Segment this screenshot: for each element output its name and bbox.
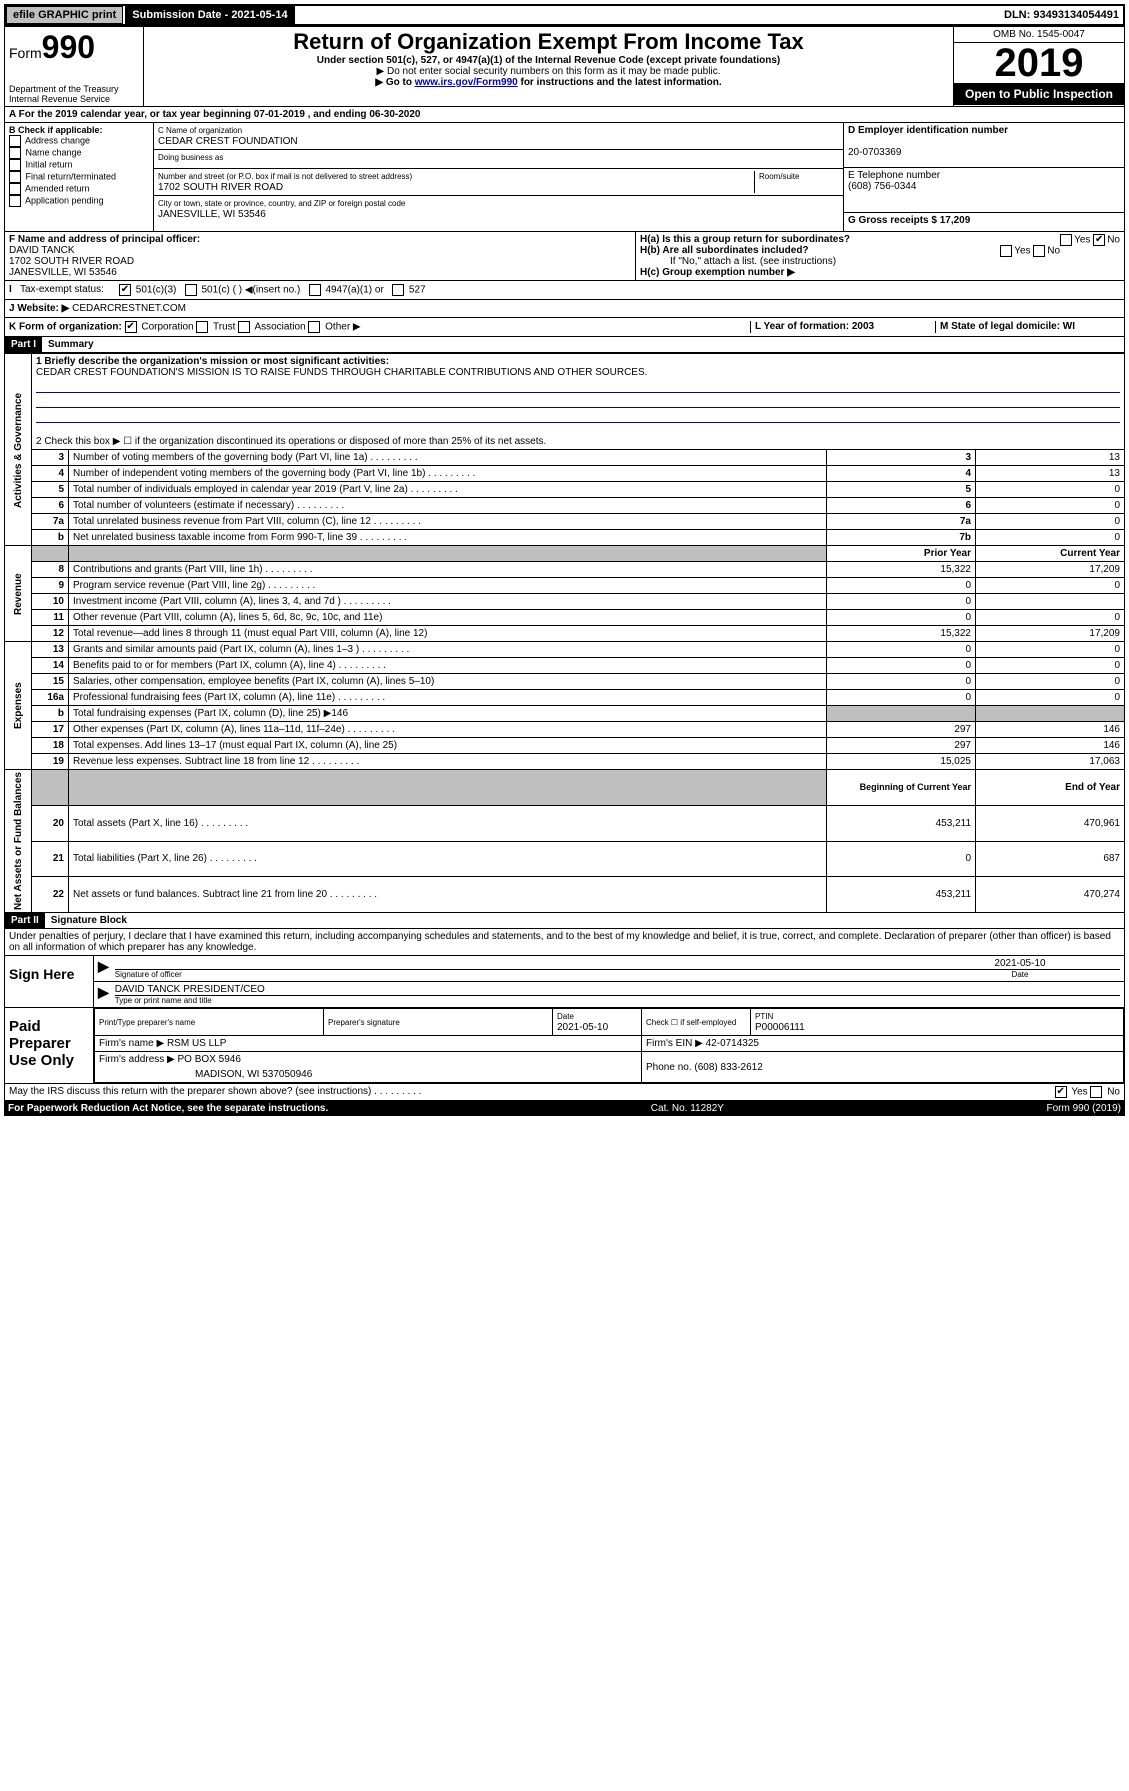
form-note-1: ▶ Do not enter social security numbers o… (146, 66, 951, 77)
box-b-label: B Check if applicable: (9, 125, 103, 135)
j-label: Website: ▶ (17, 303, 69, 314)
discuss-yes[interactable] (1055, 1086, 1067, 1098)
part2-header: Part II Signature Block (4, 913, 1125, 929)
k-trust[interactable] (196, 321, 208, 333)
checkbox-application-pending[interactable] (9, 195, 21, 207)
footer-bar: For Paperwork Reduction Act Notice, see … (4, 1101, 1125, 1116)
d-ein-value: 20-0703369 (848, 147, 901, 158)
discuss-row: May the IRS discuss this return with the… (4, 1084, 1125, 1101)
arrow-icon: ▶ (98, 958, 109, 979)
d-ein-label: D Employer identification number (848, 125, 1008, 136)
f-name: DAVID TANCK (9, 245, 75, 256)
department-label: Department of the Treasury Internal Reve… (9, 84, 139, 104)
part1-table: Activities & Governance 1 Briefly descri… (4, 353, 1125, 913)
dln-label: DLN: 93493134054491 (1004, 9, 1123, 21)
f-city: JANESVILLE, WI 53546 (9, 267, 117, 278)
checkbox-address-change[interactable] (9, 135, 21, 147)
k-assoc[interactable] (238, 321, 250, 333)
form-title: Return of Organization Exempt From Incom… (146, 29, 951, 55)
part2-declaration: Under penalties of perjury, I declare th… (4, 929, 1125, 956)
hb-no[interactable] (1033, 245, 1045, 257)
form-header: Form990 Department of the Treasury Inter… (4, 26, 1125, 107)
row-j: J Website: ▶ CEDARCRESTNET.COM (4, 300, 1125, 318)
arrow-icon: ▶ (98, 984, 109, 1005)
line-a: A For the 2019 calendar year, or tax yea… (4, 107, 1125, 123)
i-501c[interactable] (185, 284, 197, 296)
f-street: 1702 SOUTH RIVER ROAD (9, 256, 134, 267)
section-bcd: B Check if applicable: Address change Na… (4, 123, 1125, 232)
checkbox-initial-return[interactable] (9, 159, 21, 171)
c-room-label: Room/suite (759, 172, 799, 181)
pra-notice: For Paperwork Reduction Act Notice, see … (8, 1103, 328, 1114)
e-phone-label: E Telephone number (848, 170, 940, 181)
side-net-assets: Net Assets or Fund Balances (5, 770, 32, 913)
form-number: 990 (42, 29, 95, 65)
form-prefix: Form (9, 45, 42, 61)
side-revenue: Revenue (5, 546, 32, 642)
discuss-question: May the IRS discuss this return with the… (9, 1086, 421, 1098)
g-gross-receipts: G Gross receipts $ 17,209 (848, 215, 970, 226)
sig-officer-label: Signature of officer (115, 969, 920, 979)
paid-preparer-section: Paid Preparer Use Only Print/Type prepar… (4, 1008, 1125, 1084)
org-street: 1702 SOUTH RIVER ROAD (158, 182, 283, 193)
i-501c3[interactable] (119, 284, 131, 296)
ha-yes[interactable] (1060, 234, 1072, 246)
c-dba-label: Doing business as (158, 153, 223, 162)
form-note-2: ▶ Go to www.irs.gov/Form990 for instruct… (146, 77, 951, 88)
side-activities-governance: Activities & Governance (5, 354, 32, 546)
irs-link[interactable]: www.irs.gov/Form990 (415, 77, 518, 88)
k-label: K Form of organization: (9, 322, 122, 333)
checkbox-final-return[interactable] (9, 171, 21, 183)
f-label: F Name and address of principal officer: (9, 234, 200, 245)
i-527[interactable] (392, 284, 404, 296)
sig-date-label: Date (920, 969, 1120, 979)
hb-yes[interactable] (1000, 245, 1012, 257)
e-phone-value: (608) 756-0344 (848, 181, 916, 192)
p1-line1: 1 Briefly describe the organization's mi… (36, 356, 389, 367)
hc-label: H(c) Group exemption number ▶ (640, 267, 795, 278)
discuss-no[interactable] (1090, 1086, 1102, 1098)
form-subtitle: Under section 501(c), 527, or 4947(a)(1)… (146, 55, 951, 66)
row-fh: F Name and address of principal officer:… (4, 232, 1125, 281)
c-city-label: City or town, state or province, country… (158, 199, 405, 208)
l-year: L Year of formation: 2003 (755, 321, 874, 332)
side-expenses: Expenses (5, 642, 32, 770)
m-state: M State of legal domicile: WI (940, 321, 1075, 332)
hb-label: H(b) Are all subordinates included? (640, 245, 809, 256)
c-name-label: C Name of organization (158, 126, 242, 135)
sig-date: 2021-05-10 (994, 958, 1045, 969)
org-city: JANESVILLE, WI 53546 (158, 209, 266, 220)
i-label: Tax-exempt status: (20, 284, 104, 295)
c-street-label: Number and street (or P.O. box if mail i… (158, 172, 412, 181)
efile-button[interactable]: efile GRAPHIC print (6, 6, 123, 24)
org-name: CEDAR CREST FOUNDATION (158, 136, 298, 147)
p1-line2: 2 Check this box ▶ ☐ if the organization… (36, 436, 546, 447)
i-4947[interactable] (309, 284, 321, 296)
ha-label: H(a) Is this a group return for subordin… (640, 234, 850, 245)
checkbox-amended-return[interactable] (9, 183, 21, 195)
hb-note: If "No," attach a list. (see instruction… (640, 256, 1120, 267)
row-klm: K Form of organization: Corporation Trus… (4, 318, 1125, 337)
p1-mission: CEDAR CREST FOUNDATION'S MISSION IS TO R… (36, 367, 647, 378)
ha-no[interactable] (1093, 234, 1105, 246)
checkbox-name-change[interactable] (9, 147, 21, 159)
paid-preparer-label: Paid Preparer Use Only (5, 1008, 94, 1083)
sign-here-section: Sign Here ▶ Signature of officer 2021-05… (4, 956, 1125, 1008)
tax-year: 2019 (954, 43, 1124, 83)
j-website: CEDARCRESTNET.COM (72, 303, 186, 314)
open-to-public: Open to Public Inspection (954, 83, 1124, 105)
sig-name-label: Type or print name and title (115, 995, 1120, 1005)
form-rev: Form 990 (2019) (1047, 1103, 1121, 1114)
part1-header: Part I Summary (4, 337, 1125, 353)
k-corp[interactable] (125, 321, 137, 333)
k-other[interactable] (308, 321, 320, 333)
submission-date-pill: Submission Date - 2021-05-14 (125, 6, 294, 24)
topbar: efile GRAPHIC print Submission Date - 20… (4, 4, 1125, 26)
sign-here-label: Sign Here (5, 956, 94, 1007)
row-i: I Tax-exempt status: 501(c)(3) 501(c) ( … (4, 281, 1125, 300)
cat-no: Cat. No. 11282Y (651, 1103, 724, 1114)
sig-name: DAVID TANCK PRESIDENT/CEO (115, 984, 265, 995)
